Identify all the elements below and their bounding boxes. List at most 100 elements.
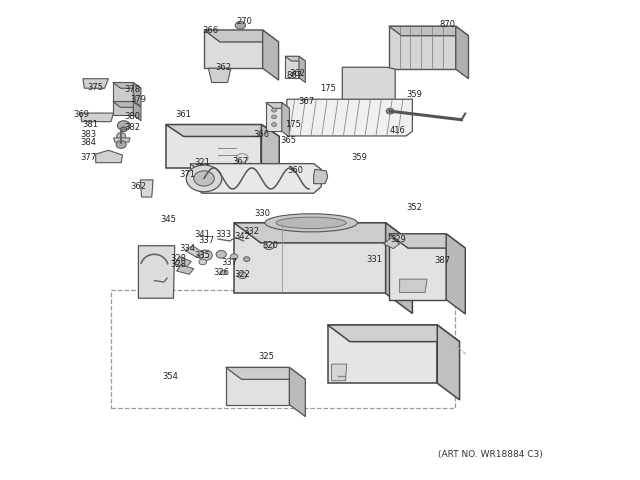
Text: 380: 380 bbox=[124, 112, 140, 121]
Polygon shape bbox=[113, 102, 141, 108]
Text: 377: 377 bbox=[80, 154, 96, 162]
Polygon shape bbox=[185, 246, 204, 257]
Polygon shape bbox=[266, 103, 282, 131]
Text: 175: 175 bbox=[320, 84, 335, 93]
Polygon shape bbox=[314, 169, 328, 184]
Polygon shape bbox=[399, 279, 427, 292]
Text: 371: 371 bbox=[179, 169, 195, 179]
Polygon shape bbox=[446, 234, 465, 314]
Circle shape bbox=[271, 122, 276, 126]
Polygon shape bbox=[287, 99, 412, 136]
Polygon shape bbox=[200, 164, 205, 188]
Text: 320: 320 bbox=[262, 241, 278, 250]
Text: 367: 367 bbox=[232, 157, 248, 166]
Text: 328: 328 bbox=[170, 260, 186, 269]
Polygon shape bbox=[456, 26, 468, 79]
Circle shape bbox=[117, 120, 130, 130]
Text: 333: 333 bbox=[215, 230, 231, 239]
Polygon shape bbox=[262, 30, 278, 80]
Polygon shape bbox=[204, 30, 278, 42]
Circle shape bbox=[264, 242, 274, 250]
Polygon shape bbox=[332, 364, 347, 381]
Text: 270: 270 bbox=[237, 17, 253, 26]
Circle shape bbox=[236, 22, 246, 29]
Circle shape bbox=[271, 115, 276, 119]
Text: 362: 362 bbox=[131, 182, 147, 191]
Text: 381: 381 bbox=[83, 120, 99, 129]
Polygon shape bbox=[282, 103, 289, 137]
Text: 331: 331 bbox=[366, 254, 382, 264]
Text: 361: 361 bbox=[175, 110, 191, 120]
Text: 359: 359 bbox=[351, 154, 367, 162]
Text: 337: 337 bbox=[198, 237, 214, 245]
Text: 334: 334 bbox=[179, 244, 195, 253]
Polygon shape bbox=[113, 138, 130, 142]
Text: 367: 367 bbox=[298, 97, 314, 106]
Circle shape bbox=[120, 127, 127, 132]
Text: 366: 366 bbox=[202, 25, 218, 35]
Polygon shape bbox=[190, 164, 205, 168]
Text: 362: 362 bbox=[290, 70, 306, 78]
Text: 378: 378 bbox=[124, 85, 140, 94]
Polygon shape bbox=[113, 83, 141, 88]
Polygon shape bbox=[226, 367, 289, 405]
Text: 365: 365 bbox=[280, 136, 296, 145]
Polygon shape bbox=[389, 234, 465, 248]
Polygon shape bbox=[196, 164, 321, 193]
Polygon shape bbox=[289, 367, 305, 417]
Text: 379: 379 bbox=[131, 95, 147, 104]
Polygon shape bbox=[177, 265, 194, 275]
Circle shape bbox=[202, 253, 209, 258]
Circle shape bbox=[220, 270, 227, 275]
Polygon shape bbox=[113, 102, 133, 115]
Polygon shape bbox=[140, 180, 153, 197]
Circle shape bbox=[230, 254, 238, 260]
Text: 360: 360 bbox=[288, 166, 304, 175]
Circle shape bbox=[246, 163, 253, 169]
Text: 870: 870 bbox=[440, 20, 456, 29]
Polygon shape bbox=[328, 325, 437, 383]
Bar bbox=[111, 289, 455, 408]
Polygon shape bbox=[138, 246, 175, 298]
Polygon shape bbox=[299, 56, 305, 83]
Circle shape bbox=[271, 108, 276, 112]
Polygon shape bbox=[389, 26, 456, 69]
Circle shape bbox=[116, 132, 125, 139]
Ellipse shape bbox=[265, 214, 357, 232]
Polygon shape bbox=[209, 68, 231, 83]
Text: 326: 326 bbox=[213, 268, 229, 277]
Polygon shape bbox=[285, 56, 299, 78]
Ellipse shape bbox=[276, 217, 346, 228]
Polygon shape bbox=[437, 325, 460, 400]
Text: 345: 345 bbox=[161, 216, 176, 225]
Circle shape bbox=[199, 259, 207, 265]
Circle shape bbox=[238, 272, 246, 279]
Polygon shape bbox=[83, 79, 108, 88]
Text: 387: 387 bbox=[435, 255, 451, 264]
Text: 352: 352 bbox=[406, 203, 422, 212]
Text: 342: 342 bbox=[234, 232, 250, 240]
Circle shape bbox=[216, 251, 227, 258]
Text: 337: 337 bbox=[221, 258, 237, 267]
Polygon shape bbox=[226, 367, 305, 379]
Polygon shape bbox=[261, 124, 279, 180]
Polygon shape bbox=[133, 83, 141, 107]
Text: 322: 322 bbox=[234, 270, 250, 279]
Circle shape bbox=[387, 108, 394, 114]
Text: 369: 369 bbox=[73, 110, 89, 120]
Polygon shape bbox=[386, 223, 412, 313]
Polygon shape bbox=[389, 26, 468, 36]
Text: 354: 354 bbox=[163, 372, 178, 381]
Circle shape bbox=[116, 141, 126, 148]
Polygon shape bbox=[175, 257, 191, 268]
Text: 362: 362 bbox=[215, 63, 231, 72]
Polygon shape bbox=[328, 325, 460, 342]
Text: 382: 382 bbox=[124, 123, 140, 132]
Polygon shape bbox=[96, 150, 122, 163]
Text: 341: 341 bbox=[194, 230, 210, 239]
Polygon shape bbox=[113, 83, 133, 101]
Text: 383: 383 bbox=[80, 130, 96, 139]
Polygon shape bbox=[285, 56, 305, 61]
Polygon shape bbox=[234, 223, 386, 293]
Text: 416: 416 bbox=[390, 126, 406, 135]
